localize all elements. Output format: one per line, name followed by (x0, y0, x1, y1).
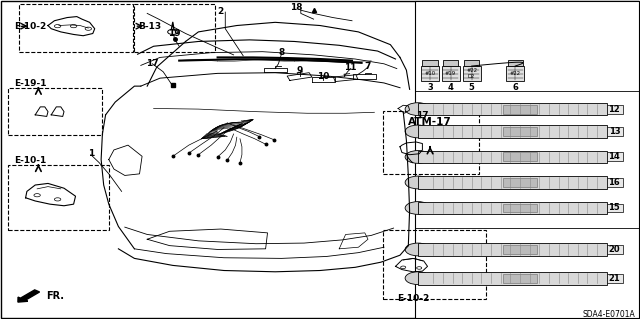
Text: 8: 8 (278, 48, 285, 57)
Text: E-19-1: E-19-1 (14, 79, 47, 88)
Text: E-10-2: E-10-2 (14, 22, 46, 31)
Bar (418, 272, 607, 285)
Bar (503, 127, 537, 136)
Text: #22: #22 (509, 71, 521, 76)
Bar (418, 202, 607, 214)
Bar (134, 4, 215, 52)
Text: 17: 17 (146, 59, 159, 68)
Text: 21: 21 (609, 274, 620, 283)
Text: E-10-1: E-10-1 (14, 156, 46, 165)
Bar (607, 274, 623, 283)
Bar (421, 66, 439, 81)
Circle shape (405, 202, 431, 214)
Text: 13: 13 (609, 127, 620, 136)
Bar (607, 178, 623, 187)
Bar (383, 230, 486, 299)
Bar (8, 88, 102, 135)
Circle shape (405, 243, 431, 256)
Text: 19: 19 (168, 29, 180, 38)
Bar (418, 125, 607, 138)
Circle shape (405, 151, 431, 163)
Text: SDA4-E0701A: SDA4-E0701A (582, 310, 635, 319)
Text: 16: 16 (609, 178, 620, 187)
Bar (19, 4, 133, 52)
Text: 18: 18 (290, 4, 303, 12)
Bar (8, 165, 109, 230)
Text: 15: 15 (609, 204, 620, 212)
Bar (607, 204, 623, 212)
Bar (422, 60, 438, 66)
Bar (506, 66, 524, 81)
Bar (442, 66, 460, 81)
Text: B-13: B-13 (138, 22, 161, 31)
Text: 9: 9 (296, 66, 303, 75)
Text: 7: 7 (365, 62, 371, 71)
Text: FR.: FR. (46, 291, 64, 301)
Text: 3: 3 (428, 83, 433, 92)
Bar (418, 176, 607, 189)
Bar (415, 1, 639, 318)
Bar (508, 60, 523, 66)
Text: 2: 2 (218, 7, 224, 16)
Bar (503, 274, 537, 283)
Bar (607, 152, 623, 161)
Bar (503, 152, 537, 161)
Bar (503, 204, 537, 212)
Text: 14: 14 (609, 152, 620, 161)
Circle shape (405, 125, 431, 138)
Bar (607, 127, 623, 136)
Text: E-10-2: E-10-2 (397, 294, 429, 303)
Text: 5: 5 (468, 83, 475, 92)
Bar (503, 105, 537, 114)
Text: 6: 6 (512, 83, 518, 92)
Bar (503, 178, 537, 187)
Text: #19: #19 (445, 71, 456, 76)
Text: #22
D2: #22 D2 (466, 68, 477, 79)
Bar (418, 103, 607, 115)
Bar (607, 245, 623, 254)
Bar (463, 66, 481, 81)
Bar (418, 243, 607, 256)
Text: 4: 4 (447, 83, 454, 92)
Circle shape (405, 103, 431, 115)
Circle shape (405, 176, 431, 189)
Text: 10: 10 (317, 72, 330, 81)
Circle shape (405, 272, 431, 285)
Bar (418, 151, 607, 163)
Bar (443, 60, 458, 66)
Bar (503, 245, 537, 254)
Text: 12: 12 (609, 105, 620, 114)
Text: 11: 11 (344, 63, 357, 72)
Text: 17: 17 (416, 111, 429, 120)
Bar (607, 105, 623, 114)
Text: ATM-17: ATM-17 (408, 117, 452, 127)
Bar (383, 111, 479, 174)
Bar (464, 60, 479, 66)
Text: #10: #10 (424, 71, 436, 76)
Text: 1: 1 (88, 149, 94, 158)
Text: 20: 20 (609, 245, 620, 254)
FancyArrow shape (18, 290, 40, 302)
